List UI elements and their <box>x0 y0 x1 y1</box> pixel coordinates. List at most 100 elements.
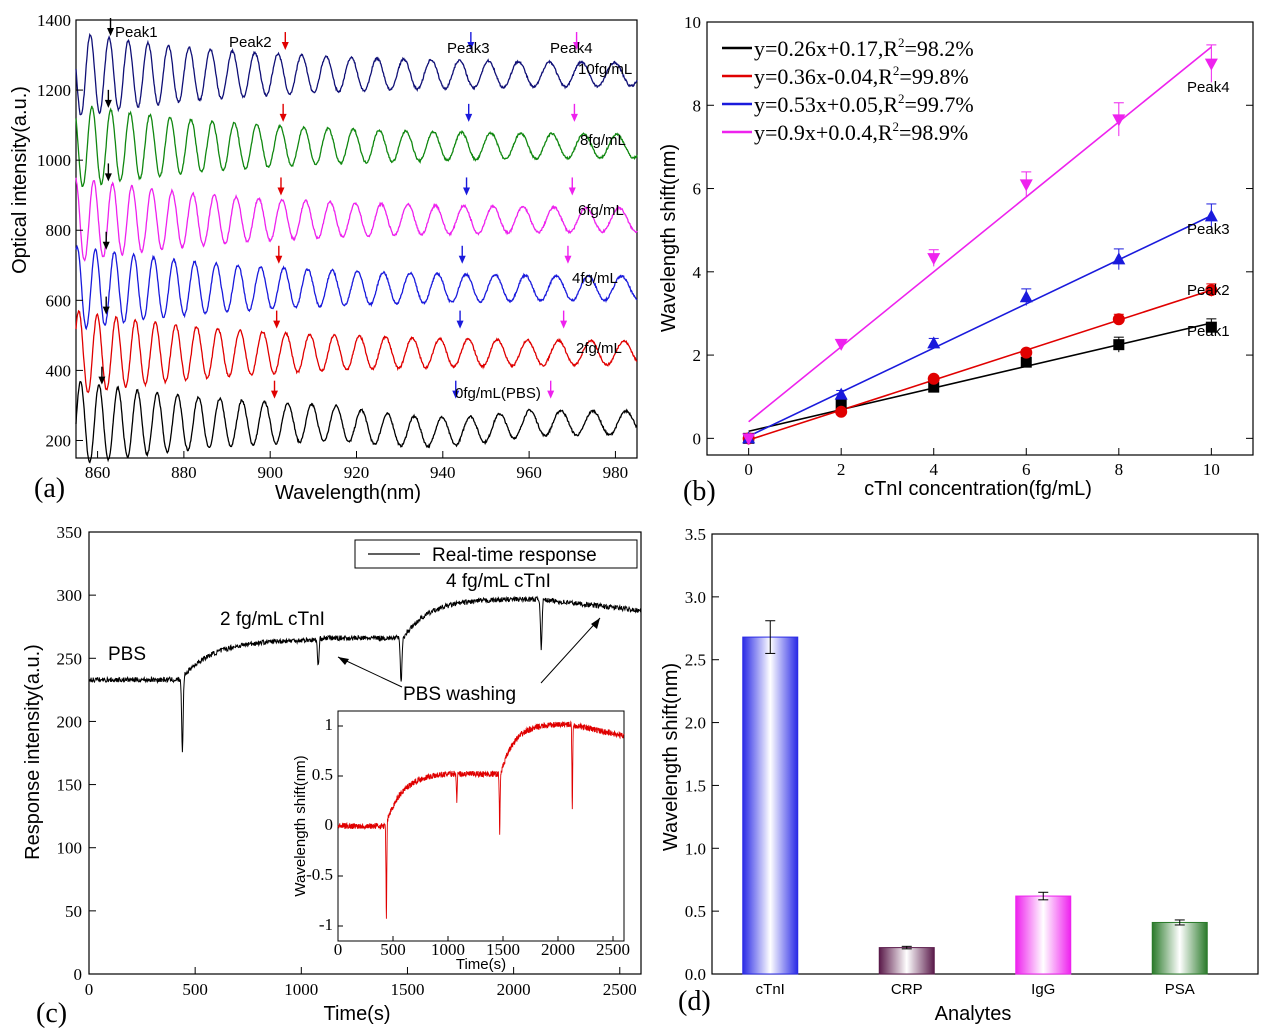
annot-2fg: 2 fg/mL cTnI <box>220 609 325 630</box>
legend-eq-peak3: y=0.53x+0.05,R2=99.7% <box>754 91 974 117</box>
x-tick-label: 0 <box>744 460 753 479</box>
y-tick-label: 1200 <box>37 81 71 100</box>
panel-c-xlabel: Time(s) <box>323 1003 390 1025</box>
data-point <box>835 398 847 410</box>
panel-c-ticks: 0 500 1000 1500 2000 250005010015020025030035… <box>57 523 637 999</box>
panel-c-legend: Real-time response <box>354 539 638 569</box>
peak-arrow-head <box>275 255 283 264</box>
x-tick-label: 2000 <box>497 980 531 999</box>
inset-ylabel: Wavelength shift(nm) <box>292 755 309 896</box>
bar <box>1015 895 1072 975</box>
x-tick-label: 900 <box>257 463 283 482</box>
spectrum-curve <box>75 105 638 188</box>
y-tick-label: 3.5 <box>685 525 706 544</box>
y-tick-label: 0.0 <box>685 965 706 984</box>
y-tick-label: 2.5 <box>685 651 706 670</box>
data-point <box>834 387 848 400</box>
y-tick-label: 1000 <box>37 151 71 170</box>
series-label-10fg: 10fg/mL <box>578 61 632 78</box>
data-point <box>835 405 848 418</box>
data-point <box>1112 114 1126 127</box>
data-point <box>1205 321 1217 333</box>
x-tick-label: 920 <box>344 463 370 482</box>
panel-c-ylabel: Response intensity(a.u.) <box>22 644 44 860</box>
x-tick-label: 500 <box>182 980 208 999</box>
data-point <box>927 372 940 385</box>
panel-b-ticks: 0 2 4 6 8 10 0 2 4 6 8 10 <box>684 13 1253 479</box>
peak1-label: Peak1 <box>115 24 158 41</box>
y-tick-label: 6 <box>693 180 702 199</box>
y-tick-label: 800 <box>46 221 72 240</box>
panel-a-ylabel: Optical intensity(a.u.) <box>9 86 31 274</box>
peak3-point-label: Peak3 <box>1187 221 1230 238</box>
peak-arrow-head <box>570 113 578 122</box>
peak-arrow-head <box>271 390 279 399</box>
data-point <box>1204 209 1218 222</box>
panel-a-curves <box>75 32 638 464</box>
panel-d-label: (d) <box>678 986 711 1017</box>
data-point <box>1020 356 1032 368</box>
y-tick-label: 2 <box>693 346 702 365</box>
peak-arrow-head <box>277 187 285 196</box>
y-tick-label: 200 <box>46 431 72 450</box>
y-tick-label: 250 <box>57 649 83 668</box>
x-tick-label: CRP <box>891 981 923 998</box>
panel-c-label: (c) <box>36 998 67 1029</box>
panel-d-frame <box>711 533 1259 975</box>
x-tick-label: 1500 <box>390 980 424 999</box>
legend-eq-peak2: y=0.36x-0.04,R2=99.8% <box>754 63 969 89</box>
x-tick-label: IgG <box>1031 981 1055 998</box>
y-tick-label: 1.0 <box>685 839 706 858</box>
peak-arrow-head <box>463 187 471 196</box>
inset-y-tick-label: 0.5 <box>312 765 333 784</box>
inset-y-tick-label: 0 <box>325 815 334 834</box>
panel-b-points <box>742 44 1218 446</box>
fit-line <box>748 289 1212 441</box>
series-label-8fg: 8fg/mL <box>580 132 626 149</box>
inset-x-tick-label: 0 <box>334 940 343 959</box>
panel-b-legend: y=0.26x+0.17,R2=98.2% y=0.36x-0.04,R2=99… <box>722 35 974 145</box>
peak-arrow-head <box>102 241 110 250</box>
peak-arrow-head <box>107 28 115 37</box>
data-point <box>1113 339 1125 351</box>
inset-xlabel: Time(s) <box>456 956 506 973</box>
data-point <box>742 433 756 446</box>
peak2-point-label: Peak2 <box>1187 282 1230 299</box>
x-tick-label: 2500 <box>603 980 637 999</box>
fit-line <box>748 214 1212 437</box>
peak-arrow-head <box>467 42 475 51</box>
x-tick-label: cTnI <box>756 981 785 998</box>
y-tick-label: 0 <box>74 965 83 984</box>
spectrum-curve <box>75 177 638 262</box>
inset-x-tick-label: 1500 <box>486 940 520 959</box>
peak3-label: Peak3 <box>447 40 490 57</box>
y-tick-label: 50 <box>65 902 82 921</box>
panel-c-response-curve <box>88 595 642 753</box>
y-tick-label: 2.0 <box>685 714 706 733</box>
panel-b-fit-lines <box>748 46 1212 441</box>
data-point <box>1112 252 1126 265</box>
y-tick-label: 200 <box>57 712 83 731</box>
data-point <box>1112 313 1125 326</box>
y-tick-label: 350 <box>57 523 83 542</box>
panel-c-inset: 0 500 1000 1500 2000 2500-1-0.500.51 Time(s) … <box>292 710 630 973</box>
spectrum-curve <box>75 380 638 464</box>
peak-arrow-head <box>104 99 112 108</box>
y-tick-label: 3.0 <box>685 588 706 607</box>
bar <box>878 947 935 975</box>
data-point <box>1019 290 1033 303</box>
spectrum-curve <box>75 244 638 331</box>
peak-arrow-head <box>273 320 281 329</box>
inset-x-tick-label: 2000 <box>541 940 575 959</box>
panel-c-frame <box>88 531 642 975</box>
panel-d-ticks: 0.0 0.5 1.0 1.5 2.0 2.5 3.0 3.5 cTnI CRP IgG PSA <box>685 525 1195 998</box>
panel-d-ylabel: Wavelength shift(nm) <box>660 663 682 851</box>
series-label-2fg: 2fg/mL <box>576 340 622 357</box>
peak-arrow-head <box>456 320 464 329</box>
legend-eq-peak1: y=0.26x+0.17,R2=98.2% <box>754 35 974 61</box>
panel-c-legend-text: Real-time response <box>432 545 597 566</box>
y-tick-label: 10 <box>684 13 701 32</box>
peak1-point-label: Peak1 <box>1187 323 1230 340</box>
x-tick-label: 980 <box>603 463 629 482</box>
fit-line <box>748 46 1212 423</box>
